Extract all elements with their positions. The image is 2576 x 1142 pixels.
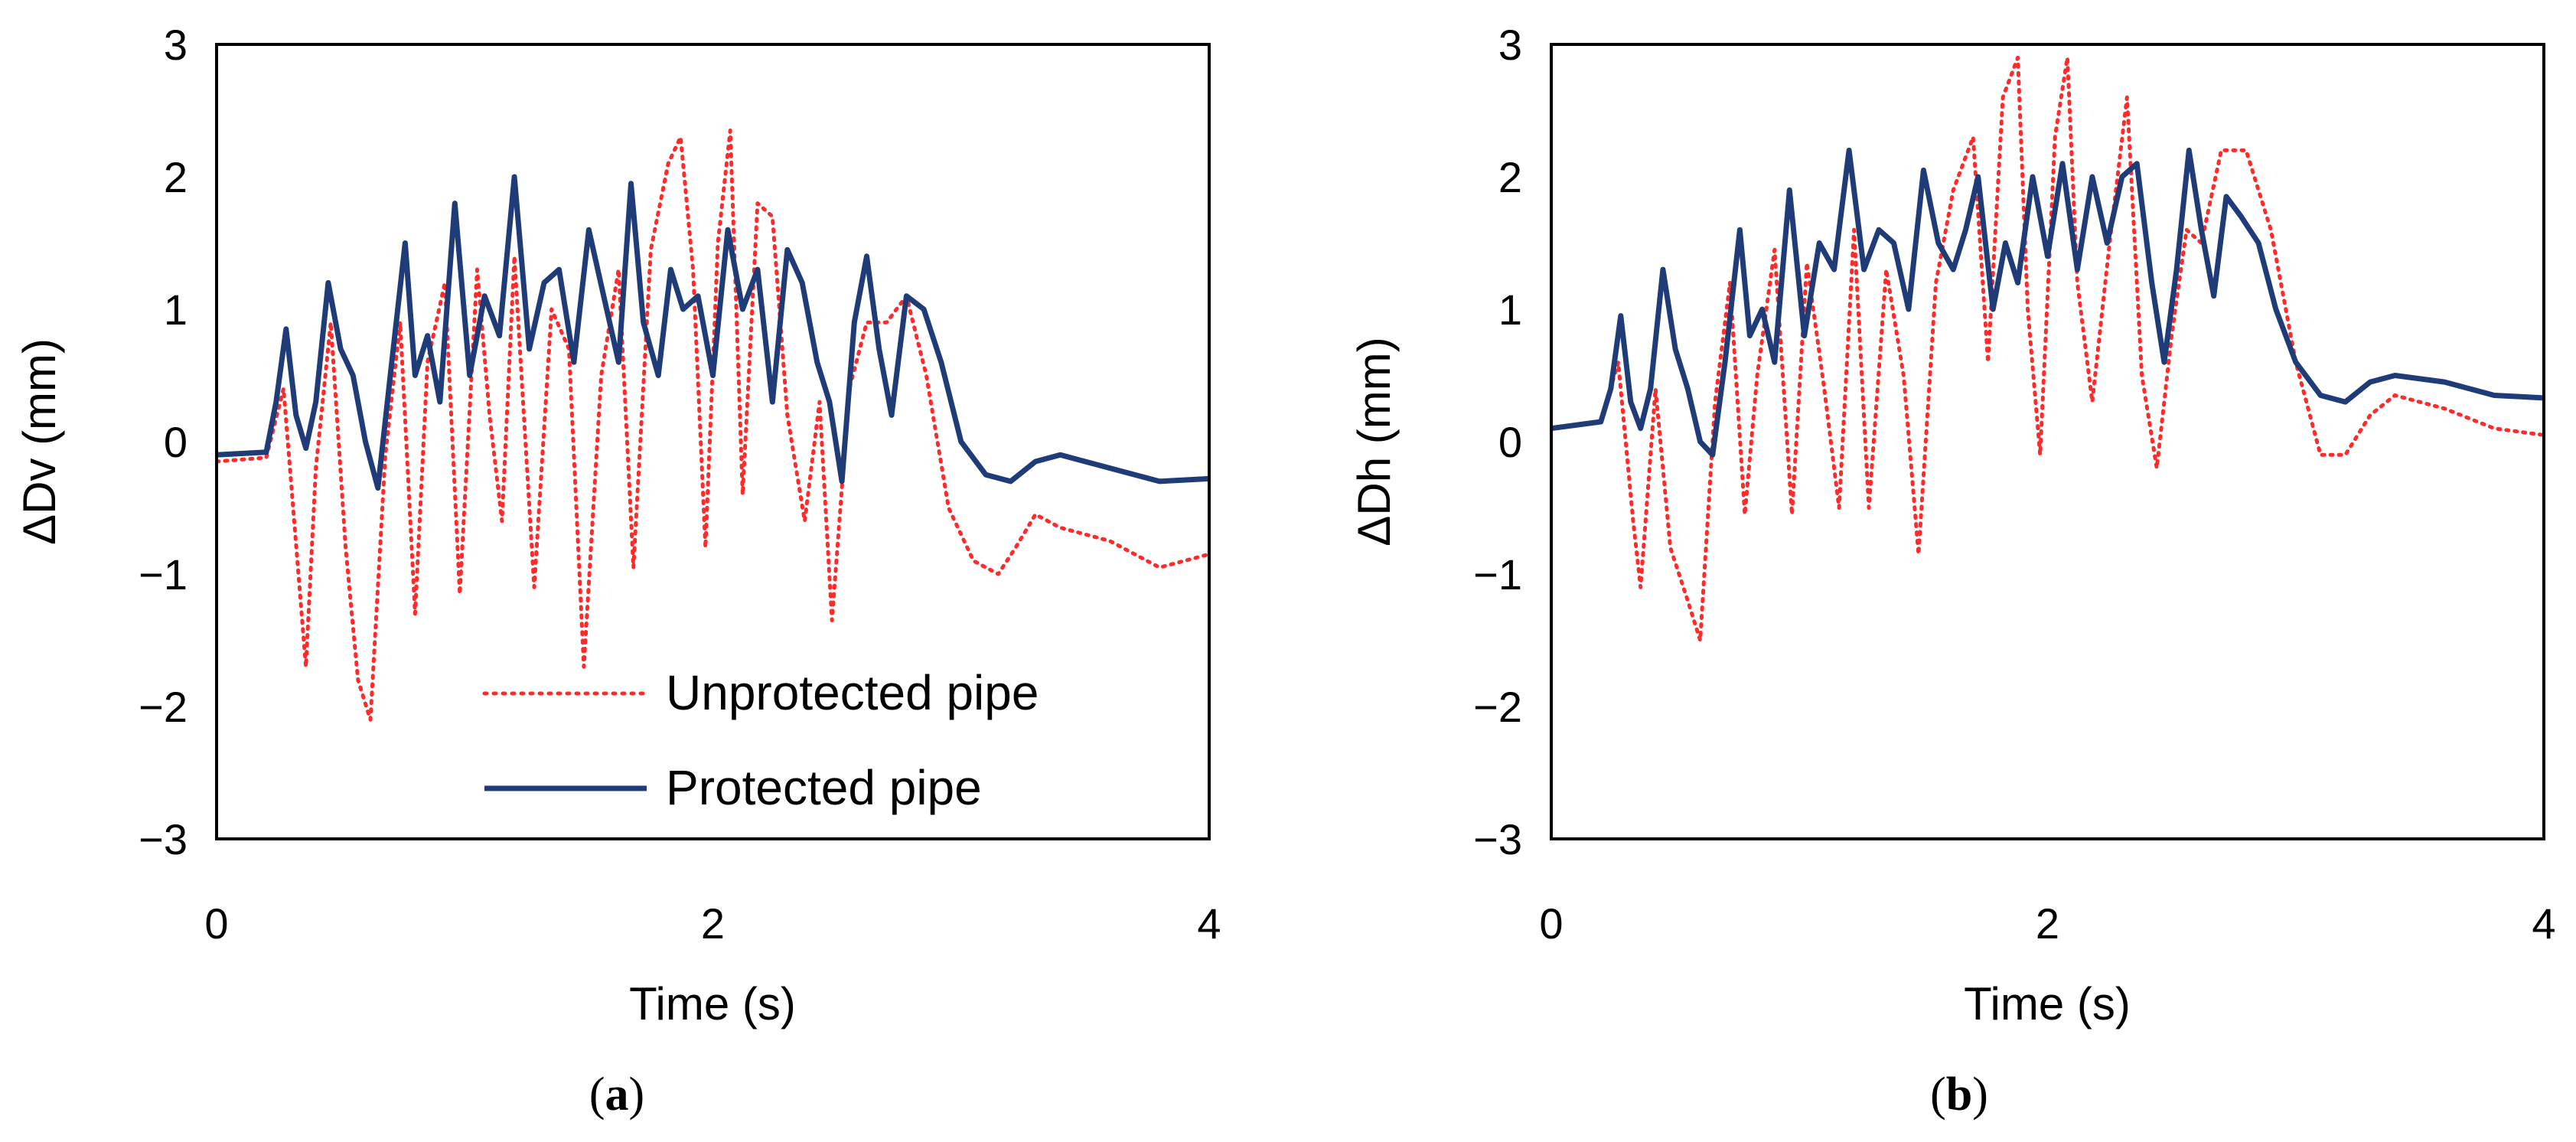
plot-frame-b (1550, 43, 2545, 840)
y-tick-label: −2 (139, 683, 187, 731)
y-tick-labels-b: 3 2 1 0 −1 −2 −3 (1473, 21, 1522, 863)
y-tick-label: 1 (1498, 286, 1522, 334)
plot-frame-a (215, 43, 1211, 840)
panel-label-a: (a) (589, 1069, 644, 1121)
y-tick-label: 3 (1498, 21, 1522, 69)
plot-area-a (217, 128, 1209, 722)
x-tick-labels-a: 0 2 4 (204, 899, 1221, 948)
plot-area-b (1551, 55, 2544, 642)
x-tick-label: 4 (2532, 899, 2555, 948)
y-axis-label-a: ΔDv (mm) (14, 338, 65, 545)
legend-protected-label: Protected pipe (666, 760, 982, 815)
series-line-protected-b (1551, 147, 2544, 458)
y-axis-label-b: ΔDh (mm) (1348, 337, 1400, 546)
chart-panel-a: 3 2 1 0 −1 −2 −3 0 2 4 Time (s) ΔDv (mm) Unprote… (14, 21, 1221, 1121)
x-axis-label-a: Time (s) (629, 978, 796, 1029)
y-tick-label: 0 (1498, 418, 1522, 466)
y-tick-label: −2 (1473, 683, 1522, 731)
y-tick-labels-a: 3 2 1 0 −1 −2 −3 (139, 21, 187, 863)
legend-unprotected-label: Unprotected pipe (666, 665, 1039, 720)
legend: Unprotected pipe Protected pipe (482, 665, 1039, 815)
y-tick-label: −1 (1473, 550, 1522, 599)
chart-panel-b: 3 2 1 0 −1 −2 −3 0 2 4 Time (s) ΔDh (mm) (b) (1348, 21, 2556, 1121)
x-tick-labels-b: 0 2 4 (1539, 899, 2555, 948)
series-line-unprotected-b (1551, 55, 2544, 642)
x-tick-label: 0 (1539, 899, 1563, 948)
y-tick-label: 2 (1498, 153, 1522, 201)
y-tick-label: 3 (164, 21, 187, 69)
y-tick-label: 0 (164, 418, 187, 466)
series-line-protected-a (217, 174, 1209, 491)
x-tick-label: 2 (701, 899, 725, 948)
y-tick-label: 2 (164, 153, 187, 201)
x-tick-label: 0 (204, 899, 228, 948)
y-tick-label: −3 (1473, 815, 1522, 863)
series-line-unprotected-a (217, 128, 1209, 722)
y-tick-label: −1 (139, 550, 187, 599)
x-tick-label: 2 (2036, 899, 2059, 948)
x-axis-label-b: Time (s) (1964, 978, 2131, 1029)
panel-label-b: (b) (1930, 1069, 1988, 1121)
x-tick-label: 4 (1197, 899, 1221, 948)
y-tick-label: −3 (139, 815, 187, 863)
y-tick-label: 1 (164, 286, 187, 334)
